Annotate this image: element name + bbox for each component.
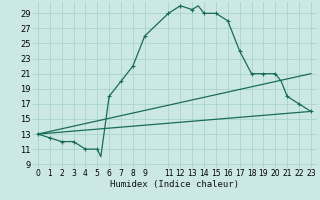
X-axis label: Humidex (Indice chaleur): Humidex (Indice chaleur) [110, 180, 239, 189]
